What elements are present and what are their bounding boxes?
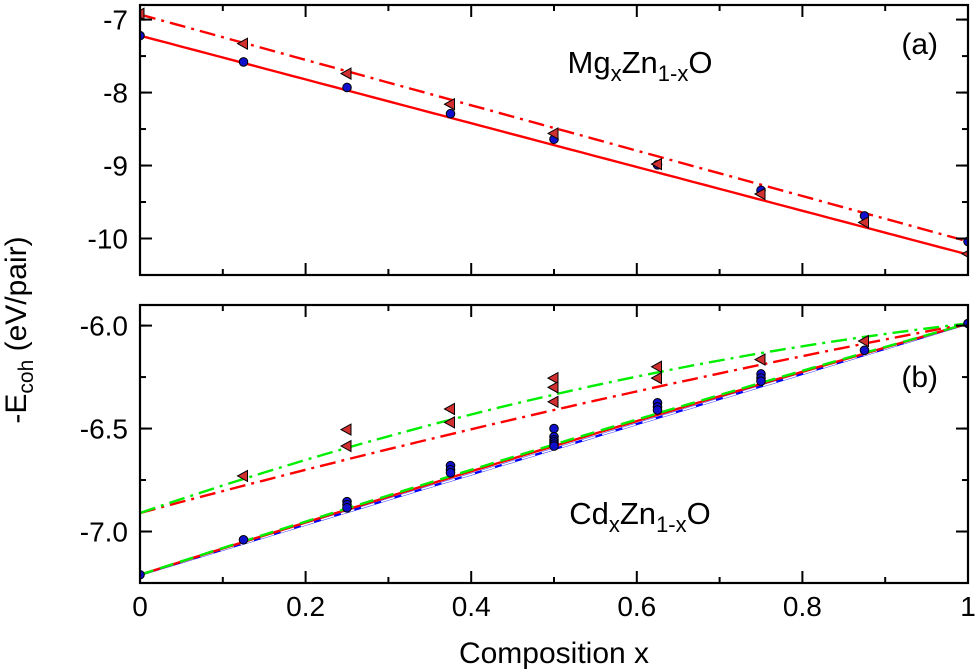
panel-title-b: CdxZn1-xO xyxy=(569,496,711,537)
x-tick-label-3: 0.6 xyxy=(617,591,656,622)
panel-b-cdzno: 0 0.2 0.4 0.6 0.8 1 -7.0 -6.5 -6.0 CdxZn1-xO (b) Co… xyxy=(80,303,976,670)
circle-marker-6-20 xyxy=(859,345,870,356)
circle-marker-6-8 xyxy=(549,423,559,434)
x-tick-label-2: 0.4 xyxy=(452,591,491,622)
plot-area-a xyxy=(140,7,968,258)
triangle-marker-7-5 xyxy=(546,371,559,385)
circle-marker-6-4 xyxy=(342,503,352,513)
panel-title-a: MgxZn1-xO xyxy=(568,45,713,86)
circle-marker-6-19 xyxy=(756,376,766,386)
triangle-marker-1-5 xyxy=(650,157,662,171)
triangle-marker-7-9 xyxy=(650,371,662,385)
circle-marker-6-7 xyxy=(445,468,456,478)
series-line-0 xyxy=(140,34,968,256)
y-axis-label-main: -E xyxy=(0,394,33,424)
x-tick-label-0: 0 xyxy=(132,591,148,622)
panel-label-b: (b) xyxy=(901,361,938,394)
y-tick-label-1: -9 xyxy=(103,151,128,182)
triangle-marker-7-10 xyxy=(753,353,766,366)
triangle-marker-1-4 xyxy=(546,127,559,140)
triangle-marker-7-4 xyxy=(443,416,455,429)
circle-marker-0-2 xyxy=(342,82,352,93)
y-tick-label-2: -8 xyxy=(103,78,128,109)
plot-area-b xyxy=(140,318,968,580)
circle-marker-6-16 xyxy=(652,405,663,415)
series-line-5 xyxy=(140,322,968,515)
series-line-3 xyxy=(140,322,968,576)
circle-marker-6-13 xyxy=(549,441,559,451)
triangle-marker-1-6 xyxy=(753,187,766,201)
triangle-marker-7-0 xyxy=(236,469,248,483)
triangle-marker-7-6 xyxy=(546,381,559,394)
triangle-marker-7-1 xyxy=(339,423,352,436)
circle-marker-0-3 xyxy=(445,108,456,119)
triangle-marker-1-7 xyxy=(857,216,869,229)
triangle-marker-7-3 xyxy=(443,402,455,416)
y-axis-label-sub: coh xyxy=(15,360,38,394)
y-tick-label-0: -7.0 xyxy=(80,517,128,548)
triangle-marker-7-8 xyxy=(650,360,662,374)
circle-marker-6-1 xyxy=(238,534,249,545)
triangle-marker-7-7 xyxy=(546,395,559,409)
panel-a-mgzno: -10 -9 -8 -7 MgxZn1-xO (a) xyxy=(88,3,970,277)
circle-marker-0-1 xyxy=(238,57,249,67)
y-tick-label-1: -6.5 xyxy=(80,414,128,445)
panel-label-a: (a) xyxy=(901,28,938,61)
triangle-marker-1-2 xyxy=(339,67,352,80)
triangle-marker-7-2 xyxy=(339,439,352,453)
y-axis-label-unit: (eV/pair) xyxy=(0,236,33,359)
triangle-marker-1-1 xyxy=(236,37,248,51)
series-line-1 xyxy=(140,13,968,243)
y-tick-label-2: -6.0 xyxy=(80,311,128,342)
series-line-4 xyxy=(140,322,968,515)
triangle-marker-1-3 xyxy=(443,97,455,111)
x-tick-label-5: 1 xyxy=(960,591,976,622)
y-tick-label-3: -7 xyxy=(103,5,128,36)
triangle-marker-7-11 xyxy=(857,334,869,348)
x-tick-label-1: 0.2 xyxy=(286,591,325,622)
y-tick-label-0: -10 xyxy=(88,224,128,255)
x-axis-label: Composition x xyxy=(459,637,649,670)
y-axis-label: -Ecoh (eV/pair) xyxy=(0,236,38,423)
x-tick-label-4: 0.8 xyxy=(783,591,822,622)
